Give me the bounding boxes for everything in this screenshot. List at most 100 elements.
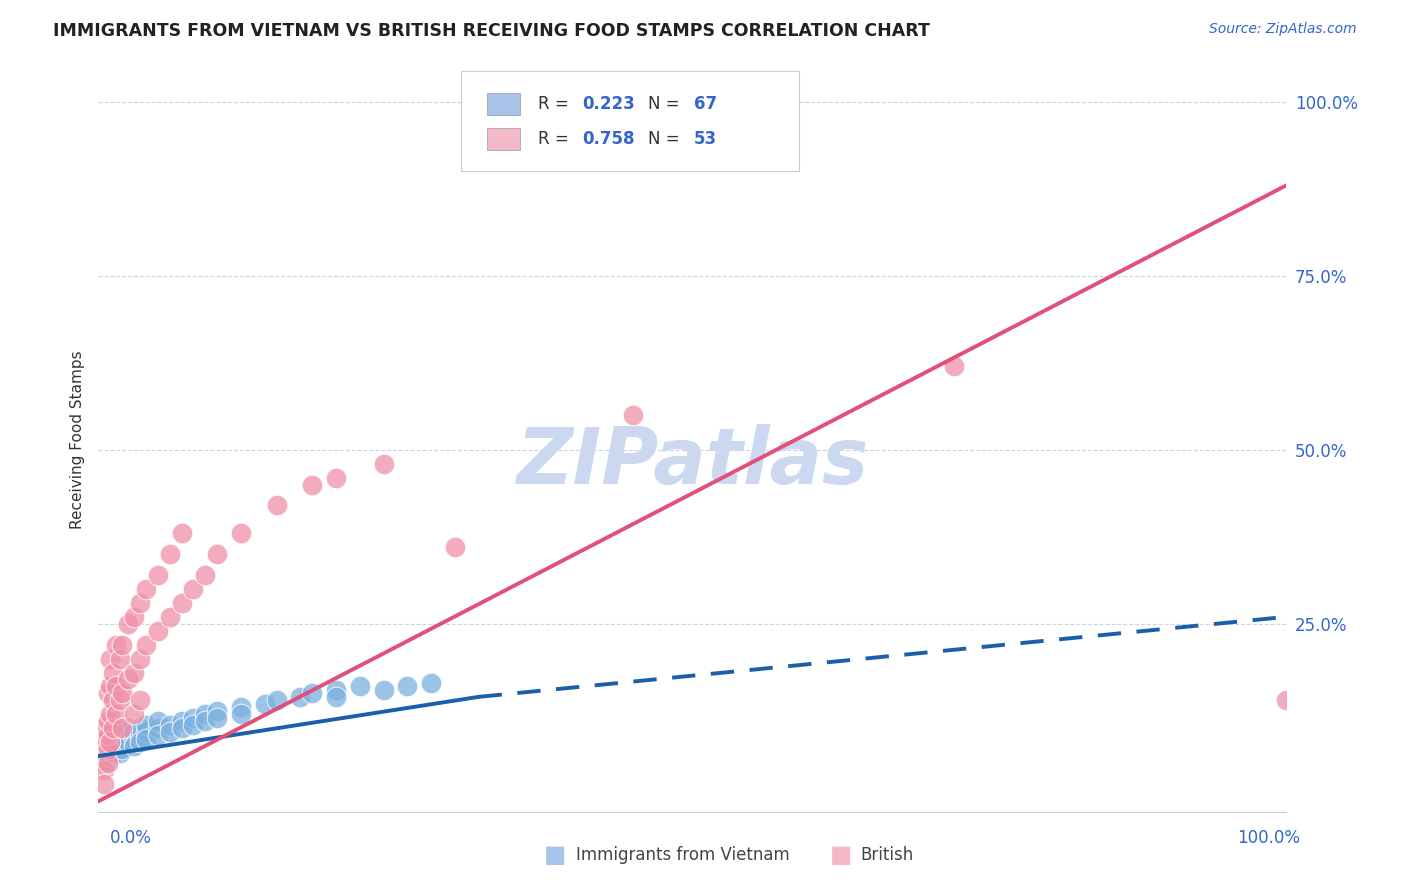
Point [101, 721, 124, 735]
Point [97, 756, 120, 770]
Point [111, 721, 134, 735]
Point [101, 731, 124, 746]
Point [266, 693, 288, 707]
Point [122, 731, 145, 746]
Point [111, 742, 134, 756]
Point [229, 526, 252, 541]
Point [207, 547, 229, 561]
Point [97, 728, 120, 742]
Point [105, 638, 128, 652]
Point [122, 707, 145, 722]
Point [111, 728, 134, 742]
Point [98, 728, 121, 742]
Point [135, 724, 157, 739]
Point [97, 724, 120, 739]
Point [101, 724, 124, 739]
Point [621, 408, 644, 422]
Point [105, 735, 128, 749]
Point [183, 711, 205, 725]
Text: 0.0%: 0.0% [110, 829, 152, 847]
Point [301, 477, 323, 491]
Point [97, 752, 120, 766]
Text: N =: N = [648, 95, 685, 113]
Point [135, 638, 157, 652]
FancyBboxPatch shape [486, 93, 520, 115]
Point [396, 680, 419, 694]
FancyBboxPatch shape [461, 70, 800, 171]
Text: N =: N = [648, 130, 685, 148]
Point [122, 739, 145, 753]
Point [93, 742, 115, 756]
Text: IMMIGRANTS FROM VIETNAM VS BRITISH RECEIVING FOOD STAMPS CORRELATION CHART: IMMIGRANTS FROM VIETNAM VS BRITISH RECEI… [53, 22, 931, 40]
Point [207, 704, 229, 718]
Point [1275, 693, 1298, 707]
Point [108, 739, 131, 753]
Text: 67: 67 [693, 95, 717, 113]
Text: ■: ■ [544, 843, 567, 866]
Point [93, 735, 115, 749]
Point [108, 746, 131, 760]
Point [207, 711, 229, 725]
Point [117, 616, 139, 631]
Point [349, 680, 371, 694]
Point [444, 540, 467, 554]
Point [93, 756, 115, 770]
Text: British: British [860, 846, 914, 863]
Point [101, 739, 124, 753]
Point [98, 735, 121, 749]
Point [325, 682, 347, 697]
Point [117, 728, 139, 742]
Point [98, 735, 121, 749]
Point [93, 777, 115, 791]
Point [170, 526, 193, 541]
Point [159, 717, 181, 731]
Point [98, 680, 121, 694]
Point [105, 728, 128, 742]
Point [146, 568, 169, 582]
Point [97, 739, 120, 753]
Y-axis label: Receiving Food Stamps: Receiving Food Stamps [69, 350, 84, 529]
Point [117, 721, 139, 735]
Point [146, 721, 169, 735]
Text: 0.758: 0.758 [582, 130, 634, 148]
Point [129, 735, 152, 749]
Point [373, 457, 395, 471]
Point [290, 690, 312, 704]
Text: 100.0%: 100.0% [1237, 829, 1301, 847]
Point [98, 707, 121, 722]
Point [98, 749, 121, 764]
Text: ■: ■ [830, 843, 852, 866]
Point [93, 749, 115, 764]
Text: 53: 53 [693, 130, 717, 148]
Point [146, 714, 169, 729]
Point [325, 470, 347, 484]
FancyBboxPatch shape [486, 128, 520, 151]
Point [183, 717, 205, 731]
Point [97, 742, 120, 756]
Text: R =: R = [538, 95, 574, 113]
Point [159, 547, 181, 561]
Point [97, 686, 120, 700]
Point [93, 763, 115, 777]
Point [159, 609, 181, 624]
Point [170, 596, 193, 610]
Point [108, 731, 131, 746]
Text: Source: ZipAtlas.com: Source: ZipAtlas.com [1209, 22, 1357, 37]
Point [108, 693, 131, 707]
Point [373, 682, 395, 697]
Point [194, 707, 217, 722]
Point [129, 596, 152, 610]
Point [229, 700, 252, 714]
Point [105, 680, 128, 694]
Point [420, 676, 443, 690]
Point [122, 665, 145, 680]
Point [135, 731, 157, 746]
Point [93, 728, 115, 742]
Point [97, 731, 120, 746]
Point [105, 742, 128, 756]
Point [97, 746, 120, 760]
Point [129, 693, 152, 707]
Point [98, 651, 121, 665]
Point [93, 735, 115, 749]
Point [194, 714, 217, 729]
